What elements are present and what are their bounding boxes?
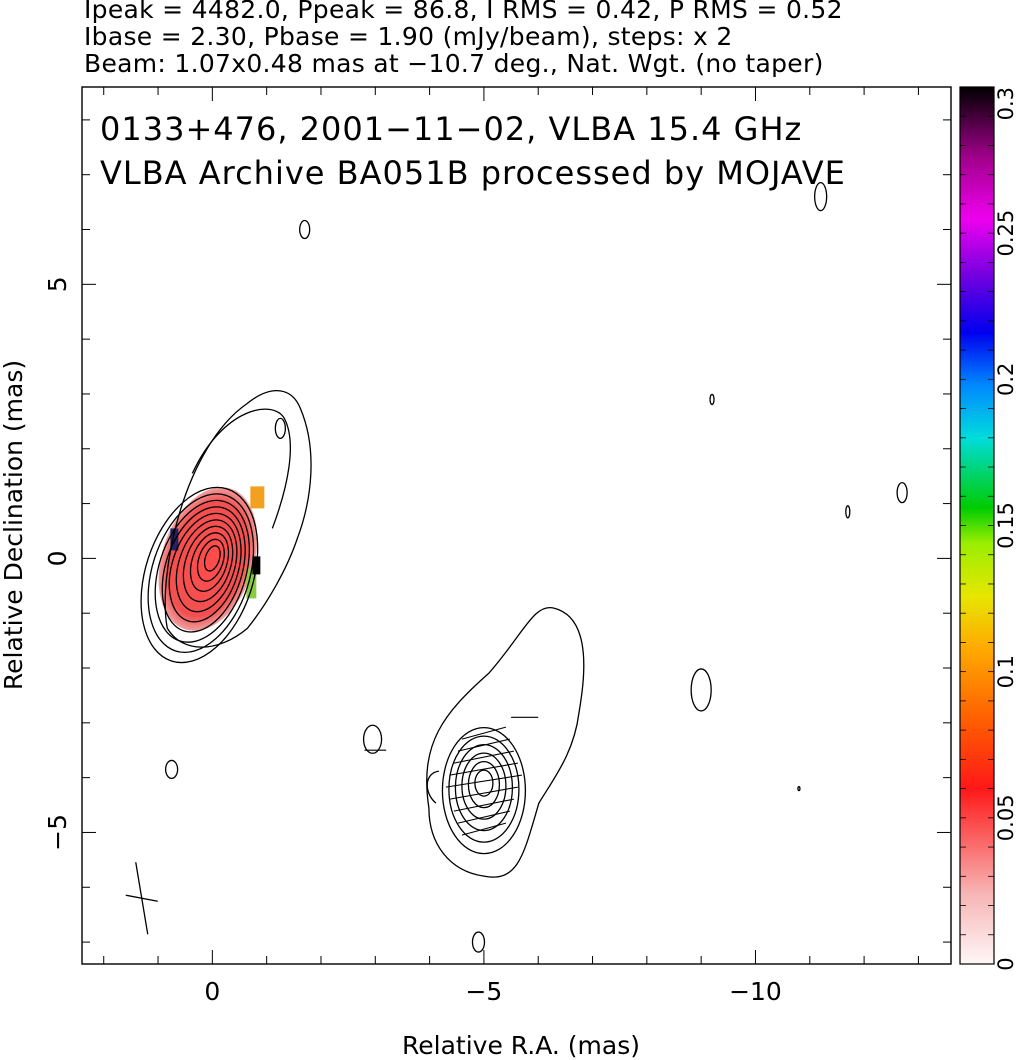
knot-contour [448,735,520,843]
noise-contour [299,219,311,240]
evpa-vector [453,798,515,812]
noise-contour [814,181,828,212]
y-tick-label: 0 [43,550,72,566]
noise-contour [164,759,179,780]
evpa-vector [457,738,511,752]
y-tick-label: 5 [43,276,72,292]
header-line-3: Beam: 1.07x0.48 mas at −10.7 deg., Nat. … [84,49,824,78]
colorbar-tick-label: 0.1 [994,655,1018,688]
noise-contour [845,505,851,519]
header-line-2: Ibase = 2.30, Pbase = 1.90 (mJy/beam), s… [84,22,733,51]
polarization-pixel [250,486,265,509]
knot-contour [461,752,507,820]
colorbar-tick-label: 0.15 [994,502,1018,549]
evpa-vector [457,810,511,824]
map-title-line-2: VLBA Archive BA051B processed by MOJAVE [100,154,846,192]
noise-contour [362,724,383,754]
header-line-1: Ipeak = 4482.0, Ppeak = 86.8, I RMS = 0.… [84,0,843,24]
colorbar-tick-label: 0 [994,957,1018,970]
noise-contour [690,668,712,712]
knot-contour [441,726,527,855]
knot-outer-contour [426,606,585,878]
x-tick-label: −5 [465,977,502,1006]
knot-outer-contour [426,770,440,804]
core-outer-contour [191,408,291,529]
core-polarization-fill [158,487,258,631]
core-contour [189,532,230,592]
evpa-vector [461,822,507,836]
noise-contour [471,931,486,953]
core-contour [161,506,246,633]
evpa-vector [449,786,519,800]
evpa-vector [449,762,519,776]
colorbar-tick-label: 0.3 [994,87,1018,120]
polarization-pixel [246,568,257,599]
core-outer-contour [164,390,312,648]
noise-contour [896,481,908,504]
beam-minor-axis [125,894,158,902]
core-contour [168,512,242,623]
colorbar-tick-label: 0.05 [994,794,1018,841]
x-tick-label: 0 [204,977,220,1006]
evpa-vector [445,774,522,788]
plot-frame [81,86,952,965]
core-contour [182,525,234,603]
core-contour [175,519,238,613]
noise-contour [797,785,801,792]
colorbar-tick-label: 0.2 [994,363,1018,396]
core-contour [147,493,255,654]
evpa-vector [461,726,507,740]
colorbar-tick-label: 0.25 [994,210,1018,257]
core-outer-contour [274,417,287,440]
core-contour [203,545,221,572]
x-tick-label: −10 [729,977,782,1006]
knot-contour [467,760,501,809]
map-title-line-1: 0133+476, 2001−11−02, VLBA 15.4 GHz [100,110,802,148]
y-tick-label: −5 [43,814,72,851]
x-axis-label: Relative R.A. (mas) [402,1031,640,1060]
core-contour [196,538,225,582]
y-axis-label: Relative Declination (mas) [0,360,28,690]
evpa-vector [453,750,515,764]
knot-contour [474,769,494,797]
polarization-pixel [170,528,179,551]
core-contour [140,486,259,664]
noise-contour [709,393,715,406]
